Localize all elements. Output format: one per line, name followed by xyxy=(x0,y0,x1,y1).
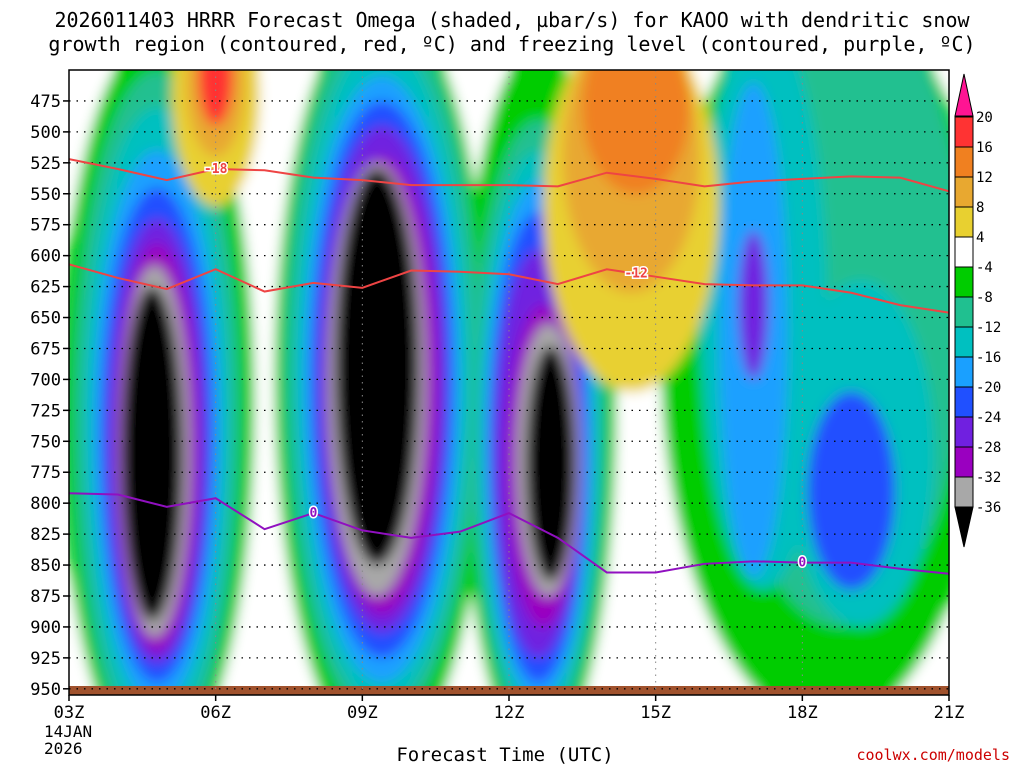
colorbar-box xyxy=(954,296,974,328)
contour-label: 0 xyxy=(310,506,318,521)
colorbar-box xyxy=(954,146,974,178)
colorbar-label: -12 xyxy=(976,320,1001,336)
y-tick-label: 875 xyxy=(30,587,61,607)
colorbar-label: -4 xyxy=(976,260,993,276)
colorbar-label: 20 xyxy=(976,110,993,126)
contour-label: -12 xyxy=(624,267,647,282)
y-tick-label: 500 xyxy=(30,123,61,143)
colorbar-box xyxy=(954,206,974,238)
contour-line xyxy=(69,158,949,193)
x-tick-label: 06Z xyxy=(200,703,231,723)
colorbar-box xyxy=(954,176,974,208)
x-date-year: 2026 xyxy=(44,739,83,758)
x-tick-label: 12Z xyxy=(494,703,525,723)
x-axis-label: Forecast Time (UTC) xyxy=(396,744,614,766)
chart-title: 2026011403 HRRR Forecast Omega (shaded, … xyxy=(0,8,1024,56)
x-tick-label: 09Z xyxy=(347,703,378,723)
chart-title-line-1: 2026011403 HRRR Forecast Omega (shaded, … xyxy=(54,8,970,32)
y-tick-label: 625 xyxy=(30,278,61,298)
y-tick-label: 800 xyxy=(30,494,61,514)
colorbar-label: 12 xyxy=(976,170,993,186)
y-tick-label: 675 xyxy=(30,339,61,359)
y-tick-label: 600 xyxy=(30,247,61,267)
colorbar-box xyxy=(954,326,974,358)
colorbar-box xyxy=(954,266,974,298)
colorbar-arrow-top xyxy=(954,73,974,117)
omega-region xyxy=(335,169,419,566)
colorbar-label: -20 xyxy=(976,380,1001,396)
temperature-contours: -18 -12 0 0 xyxy=(69,158,949,575)
colorbar-label: 8 xyxy=(976,200,984,216)
colorbar-box xyxy=(954,116,974,148)
omega-region xyxy=(198,70,233,126)
y-axis: 475 500 525 550 575 600 625 650 675 700 725 750 775 8… xyxy=(30,92,69,700)
y-tick-label: 750 xyxy=(30,432,61,452)
y-tick-label: 525 xyxy=(30,154,61,174)
colorbar-label: 16 xyxy=(976,140,993,156)
colorbar-box xyxy=(954,236,974,268)
site-credit: coolwx.com/models xyxy=(856,746,1010,764)
x-tick-label: 03Z xyxy=(54,703,85,723)
colorbar-box xyxy=(954,416,974,448)
colorbar-label: -36 xyxy=(976,500,1001,516)
y-tick-label: 700 xyxy=(30,370,61,390)
omega-region xyxy=(807,391,896,590)
colorbar: 20 16 12 8 4 -4 -8 -12 -16 -20 -24 -28 -32 -36 xyxy=(954,73,1001,548)
colorbar-label: -28 xyxy=(976,440,1001,456)
y-tick-label: 725 xyxy=(30,401,61,421)
contour-label: -18 xyxy=(204,162,228,177)
y-tick-label: 950 xyxy=(30,680,61,700)
colorbar-arrow-bottom xyxy=(954,506,974,548)
x-tick-label: 18Z xyxy=(787,703,818,723)
y-tick-label: 475 xyxy=(30,92,61,112)
omega-region xyxy=(738,230,769,380)
y-tick-label: 575 xyxy=(30,216,61,236)
colorbar-box xyxy=(954,446,974,478)
omega-region xyxy=(526,345,575,582)
y-tick-label: 650 xyxy=(30,309,61,329)
colorbar-box xyxy=(954,386,974,418)
contour-label: 0 xyxy=(798,556,806,571)
contour-line xyxy=(69,492,949,575)
x-date-day: 14JAN xyxy=(44,722,93,741)
x-tick-label: 15Z xyxy=(640,703,671,723)
y-tick-label: 925 xyxy=(30,649,61,669)
grid-lines xyxy=(69,70,949,695)
colorbar-label: -16 xyxy=(976,350,1001,366)
y-tick-label: 850 xyxy=(30,556,61,576)
colorbar-label: -8 xyxy=(976,290,993,306)
colorbar-label: 4 xyxy=(976,230,984,246)
colorbar-label: -24 xyxy=(976,410,1001,426)
terrain-strip xyxy=(69,686,949,695)
x-tick-label: 21Z xyxy=(934,703,965,723)
y-tick-label: 900 xyxy=(30,618,61,638)
colorbar-box xyxy=(954,356,974,388)
omega-field xyxy=(69,70,949,695)
chart-title-line-2: growth region (contoured, red, ºC) and f… xyxy=(48,32,976,56)
y-tick-label: 825 xyxy=(30,525,61,545)
colorbar-box xyxy=(954,476,974,508)
contour-line xyxy=(69,263,949,314)
y-tick-label: 550 xyxy=(30,185,61,205)
colorbar-label: -32 xyxy=(976,470,1001,486)
omega-region xyxy=(582,70,690,194)
x-axis: 03Z 06Z 09Z 12Z 15Z 18Z 21Z xyxy=(54,695,965,723)
y-tick-label: 775 xyxy=(30,463,61,483)
omega-region xyxy=(121,286,183,621)
